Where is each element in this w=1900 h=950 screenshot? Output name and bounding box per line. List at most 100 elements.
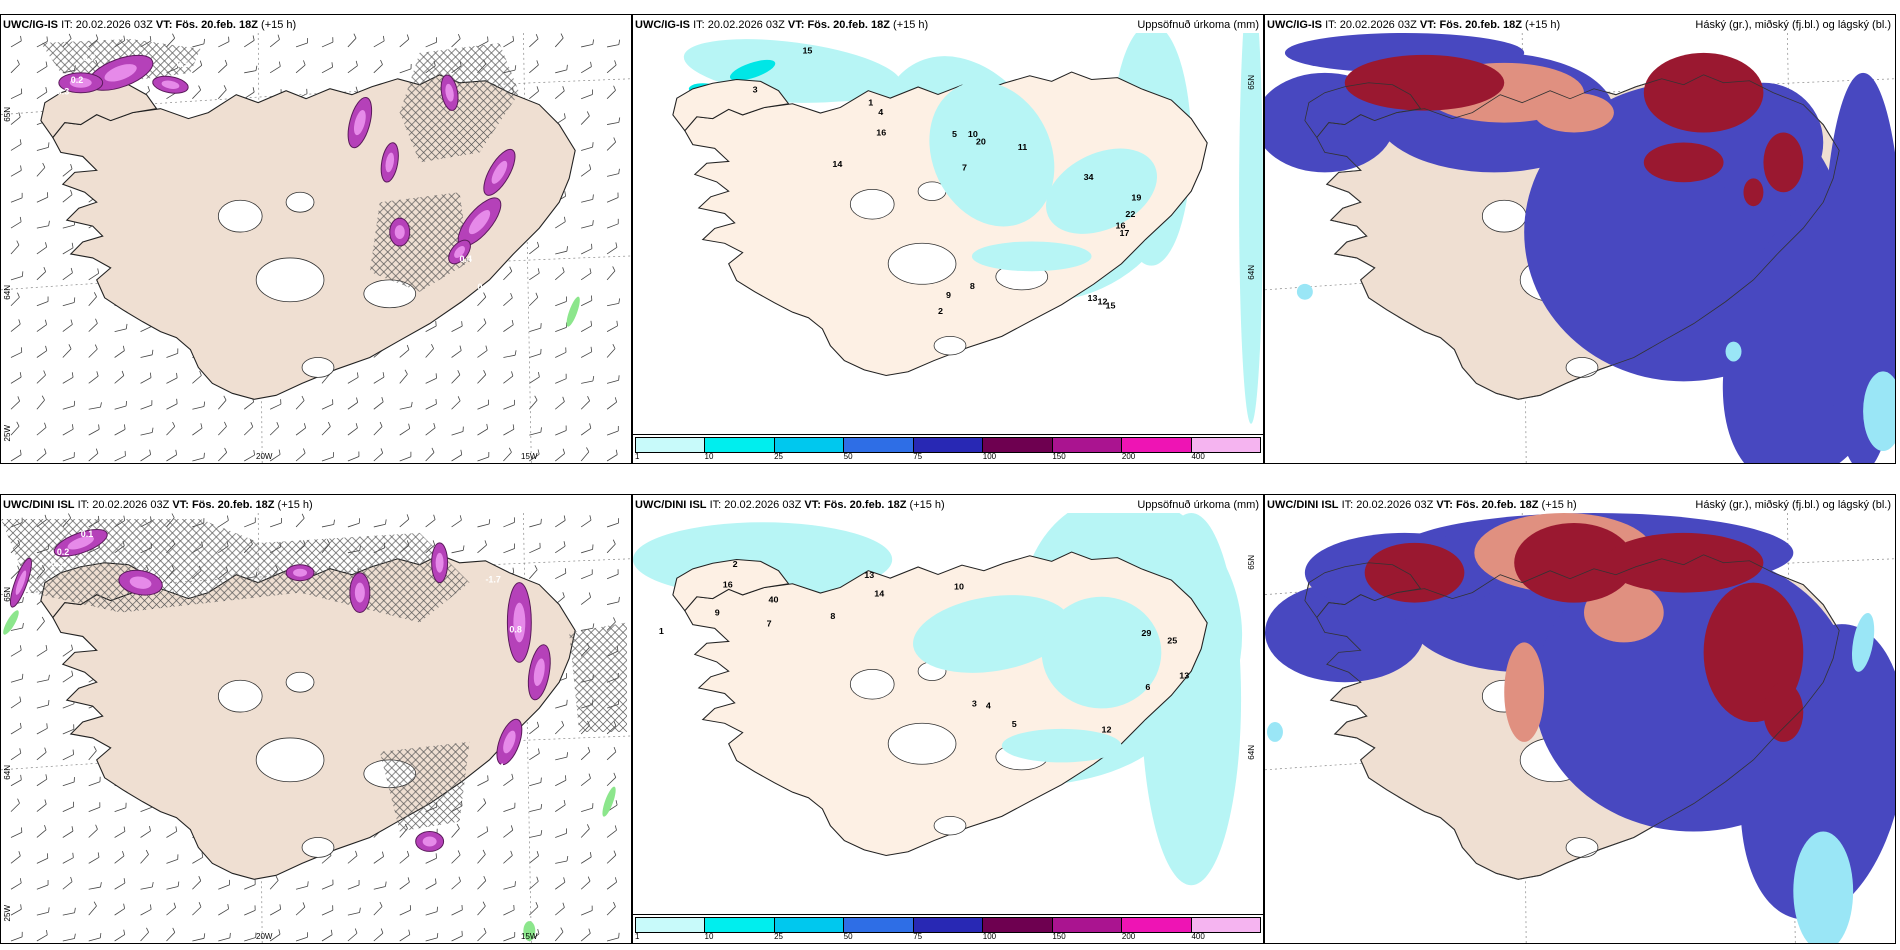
coast-outlines — [1304, 554, 1840, 880]
glacier-2 — [285, 671, 315, 693]
colorbar-swatch — [1191, 918, 1260, 932]
lead-time: (+15 h) — [261, 19, 297, 31]
value-label: 20 — [976, 137, 986, 147]
colorbar-swatches — [635, 437, 1261, 453]
colorbar-tick-label: 200 — [1121, 452, 1136, 461]
value-label: 9 — [715, 608, 720, 618]
valid-time: Fös. 20.feb. 18Z — [1455, 499, 1539, 511]
panel-title: Háský (gr.), miðský (fj.bl.) og lágský (… — [1695, 19, 1891, 31]
value-label: 0.8 — [509, 624, 521, 634]
glacier-3 — [1565, 357, 1599, 378]
init-time: 20.02.2026 03Z — [75, 19, 153, 31]
value-label: 0.4 — [491, 762, 503, 772]
model-name: UWC/DINI ISL — [3, 499, 75, 511]
valid-time: Fös. 20.feb. 18Z — [807, 19, 890, 31]
colorbar-tick-label: 50 — [843, 452, 853, 461]
value-label: 19 — [1131, 193, 1141, 203]
map-canvas — [1265, 33, 1895, 463]
colorbar-swatch — [1122, 918, 1192, 932]
iceland-landmass — [672, 71, 1208, 376]
snow-value-labels: 0.1 0.2 0.3 -1.7 0.4 0.8 — [51, 529, 522, 772]
weather-map-panel: UWC/IG-IS IT: 20.02.2026 03Z VT: Fös. 20… — [0, 14, 632, 464]
colorbar-tick-label: 25 — [774, 932, 784, 941]
value-label: 7 — [962, 163, 967, 173]
value-label: 1 — [659, 626, 664, 636]
snow-cores — [15, 536, 545, 847]
precip-colorbar: 1 10 25 50 75 100 150 200 400 — [633, 434, 1263, 463]
value-label: 12 — [1102, 725, 1112, 735]
value-label: 25 — [1167, 636, 1177, 646]
colorbar-ticks: 1 10 25 50 75 100 150 200 400 — [635, 452, 1261, 462]
model-name: UWC/IG-IS — [3, 19, 58, 31]
colorbar-tick-label: 1 — [635, 452, 640, 461]
high-cloud-areas — [1364, 522, 1804, 742]
model-name: UWC/DINI ISL — [635, 499, 707, 511]
panel-header: UWC/DINI ISL IT: 20.02.2026 03Z VT: Fös.… — [1267, 498, 1577, 512]
map-canvas — [1265, 513, 1895, 943]
colorbar-tick-label: 25 — [774, 452, 784, 461]
glacier-3 — [301, 357, 335, 378]
panel-title: Uppsöfnuð úrkoma (mm) — [1137, 19, 1259, 31]
colorbar-tick-label: 10 — [704, 452, 714, 461]
glacier-3 — [301, 837, 335, 858]
colorbar-swatch — [844, 438, 914, 452]
iceland-landmass — [672, 551, 1208, 856]
glacier-0 — [849, 668, 895, 700]
panel-title: Háský (gr.), miðský (fj.bl.) og lágský (… — [1695, 499, 1891, 511]
valid-label: VT: — [804, 499, 821, 511]
colorbar-swatch — [705, 918, 775, 932]
snow-cores — [69, 64, 508, 258]
value-label: 8 — [970, 281, 975, 291]
colorbar-swatch — [983, 438, 1053, 452]
rain-areas — [566, 296, 580, 327]
model-name: UWC/DINI ISL — [1267, 499, 1339, 511]
init-time: 20.02.2026 03Z — [707, 19, 785, 31]
cloud-map — [1265, 33, 1895, 463]
map-canvas: 15 3 4 1 16 14 10 20 11 34 19 22 16 17 12 15 13 8 9 2 5 7 — [633, 33, 1263, 435]
init-label: IT: — [77, 499, 90, 511]
colorbar-tick-label: 200 — [1121, 932, 1136, 941]
value-label: 13 — [1179, 671, 1189, 681]
latitude-label: 65N — [3, 587, 12, 602]
valid-time: Fös. 20.feb. 18Z — [1439, 19, 1522, 31]
valid-label: VT: — [155, 19, 173, 31]
value-label: 14 — [832, 159, 842, 169]
init-label: IT: — [1325, 19, 1337, 31]
value-label: 4 — [986, 701, 991, 711]
panel-header: UWC/IG-IS IT: 20.02.2026 03Z VT: Fös. 20… — [1267, 18, 1560, 32]
colorbar-swatch — [913, 438, 984, 452]
colorbar-tick-label: 1 — [635, 932, 640, 941]
valid-label: VT: — [172, 499, 189, 511]
model-name: UWC/IG-IS — [635, 19, 690, 31]
high-cloud-areas — [1344, 52, 1804, 207]
value-label: 13 — [864, 570, 874, 580]
glacier-0 — [217, 679, 263, 713]
valid-time: Fös. 20.feb. 18Z — [191, 499, 275, 511]
value-label: 0.2 — [71, 75, 83, 85]
precip-map-panel: UWC/IG-IS IT: 20.02.2026 03Z VT: Fös. 20… — [632, 14, 1264, 464]
glacier-0 — [217, 199, 263, 233]
valid-label: VT: — [1419, 19, 1437, 31]
panel-header: UWC/DINI ISL IT: 20.02.2026 03Z VT: Fös.… — [3, 498, 313, 512]
init-label: IT: — [693, 19, 705, 31]
glacier-0 — [849, 188, 895, 220]
value-label: 4 — [878, 107, 883, 117]
cloud-map-panel: UWC/IG-IS IT: 20.02.2026 03Z VT: Fös. 20… — [1264, 14, 1896, 464]
colorbar-tick-label: 75 — [913, 932, 923, 941]
value-label: 1 — [868, 98, 873, 108]
value-label: 22 — [1125, 210, 1135, 220]
valid-label: VT: — [787, 19, 805, 31]
glacier-3 — [933, 335, 967, 356]
cloud-map — [1265, 513, 1895, 943]
value-label: 0.5 — [176, 59, 188, 69]
colorbar-swatch — [1122, 438, 1192, 452]
value-label: 0.2 — [57, 547, 69, 557]
glacier-3 — [933, 815, 967, 836]
glacier-1 — [887, 722, 957, 765]
value-label: 16 — [876, 128, 886, 138]
value-label: 0.6 — [477, 282, 489, 292]
glacier-1 — [887, 242, 957, 285]
